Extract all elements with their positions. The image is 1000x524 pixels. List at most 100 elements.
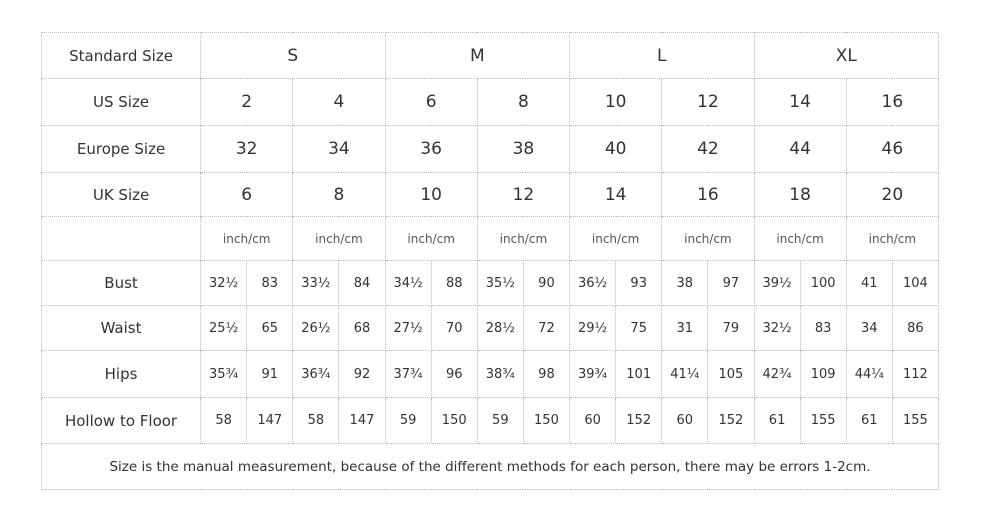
measurement-value: 60 (661, 397, 709, 444)
measurement-value: 32½ (200, 260, 248, 306)
measurement-value: 29½ (569, 305, 617, 351)
measurement-value: 61 (753, 397, 801, 444)
measurement-value: 96 (430, 350, 478, 398)
measurement-value: 150 (522, 397, 571, 444)
measurement-value: 88 (430, 260, 478, 306)
measurement-value: 83 (799, 305, 847, 351)
measurement-row: Hollow to Floor 58 147 58 147 59 150 59 150 60 152… (40, 397, 940, 444)
measurement-value: 75 (615, 305, 663, 351)
standard-size-xl: XL (753, 32, 940, 79)
measurement-value: 84 (338, 260, 386, 306)
unit-label: inch/cm (661, 216, 755, 261)
measurement-value: 104 (891, 260, 940, 306)
unit-label: inch/cm (200, 216, 294, 261)
measurement-value: 35½ (476, 260, 524, 306)
unit-row: inch/cm inch/cm inch/cm inch/cm inch/cm inch/… (40, 216, 940, 261)
size-value: 44 (753, 125, 847, 173)
row-label: Hips (40, 350, 202, 398)
measurement-value: 68 (338, 305, 386, 351)
size-value: 36 (384, 125, 478, 173)
measurement-value: 38¾ (476, 350, 524, 398)
measurement-value: 61 (845, 397, 893, 444)
measurement-value: 27½ (384, 305, 432, 351)
size-row: US Size 2 4 6 8 10 12 14 16 (40, 78, 940, 126)
measurement-value: 34½ (384, 260, 432, 306)
standard-size-s: S (200, 32, 386, 79)
measurement-row: Waist 25½ 65 26½ 68 27½ 70 28½ 72 29½ 75 31 79 32½ 83 3… (40, 305, 940, 351)
measurement-value: 58 (292, 397, 340, 444)
size-value: 8 (476, 78, 571, 126)
row-label: UK Size (40, 172, 202, 217)
size-value: 8 (292, 172, 386, 217)
measurement-value: 109 (799, 350, 847, 398)
measurement-row: Hips 35¾ 91 36¾ 92 37¾ 96 38¾ 98 39¾ 101 41¼ 105 42¾ 1… (40, 350, 940, 398)
standard-size-m: M (384, 32, 571, 79)
size-value: 42 (661, 125, 755, 173)
measurement-note: Size is the manual measurement, because … (41, 443, 939, 490)
measurement-value: 150 (430, 397, 478, 444)
row-label: Europe Size (40, 125, 202, 173)
measurement-value: 91 (246, 350, 294, 398)
measurement-value: 59 (384, 397, 432, 444)
measurement-value: 35¾ (200, 350, 248, 398)
size-value: 40 (569, 125, 663, 173)
measurement-value: 58 (200, 397, 248, 444)
measurement-value: 34 (845, 305, 893, 351)
measurement-value: 112 (891, 350, 940, 398)
measurement-value: 36¾ (292, 350, 340, 398)
row-label: US Size (40, 78, 202, 126)
size-value: 4 (292, 78, 386, 126)
size-value: 46 (845, 125, 940, 173)
size-value: 6 (384, 78, 478, 126)
measurement-value: 147 (338, 397, 386, 444)
size-value: 14 (569, 172, 663, 217)
unit-label: inch/cm (845, 216, 940, 261)
measurement-value: 152 (615, 397, 663, 444)
measurement-value: 86 (891, 305, 940, 351)
measurement-value: 59 (476, 397, 524, 444)
measurement-value: 98 (522, 350, 571, 398)
measurement-value: 93 (615, 260, 663, 306)
measurement-value: 155 (799, 397, 847, 444)
size-value: 6 (200, 172, 294, 217)
row-label: Hollow to Floor (40, 397, 202, 444)
row-label: Waist (40, 305, 202, 351)
measurement-value: 31 (661, 305, 709, 351)
measurement-value: 105 (707, 350, 755, 398)
measurement-value: 147 (246, 397, 294, 444)
size-value: 34 (292, 125, 386, 173)
size-value: 12 (661, 78, 755, 126)
measurement-value: 26½ (292, 305, 340, 351)
measurement-value: 79 (707, 305, 755, 351)
size-value: 10 (569, 78, 663, 126)
size-value: 12 (476, 172, 571, 217)
standard-size-l: L (569, 32, 755, 79)
measurement-value: 100 (799, 260, 847, 306)
measurement-value: 155 (891, 397, 940, 444)
measurement-value: 41 (845, 260, 893, 306)
measurement-value: 90 (522, 260, 571, 306)
size-value: 18 (753, 172, 847, 217)
measurement-value: 65 (246, 305, 294, 351)
measurement-value: 41¼ (661, 350, 709, 398)
measurement-value: 28½ (476, 305, 524, 351)
measurement-value: 72 (522, 305, 571, 351)
size-value: 14 (753, 78, 847, 126)
measurement-value: 25½ (200, 305, 248, 351)
measurement-value: 38 (661, 260, 709, 306)
measurement-value: 83 (246, 260, 294, 306)
measurement-value: 44¼ (845, 350, 893, 398)
header-row: Standard Size S M L XL (40, 32, 940, 79)
header-label: Standard Size (40, 32, 202, 79)
measurement-value: 92 (338, 350, 386, 398)
size-chart-table: Standard Size S M L XL US Size 2 4 6 8 10 12 14 16 Eur… (40, 32, 940, 490)
size-value: 2 (200, 78, 294, 126)
measurement-value: 36½ (569, 260, 617, 306)
measurement-value: 70 (430, 305, 478, 351)
row-label: Bust (40, 260, 202, 306)
size-value: 20 (845, 172, 940, 217)
measurement-value: 101 (615, 350, 663, 398)
measurement-value: 60 (569, 397, 617, 444)
size-row: UK Size 6 8 10 12 14 16 18 20 (40, 172, 940, 217)
measurement-value: 39½ (753, 260, 801, 306)
